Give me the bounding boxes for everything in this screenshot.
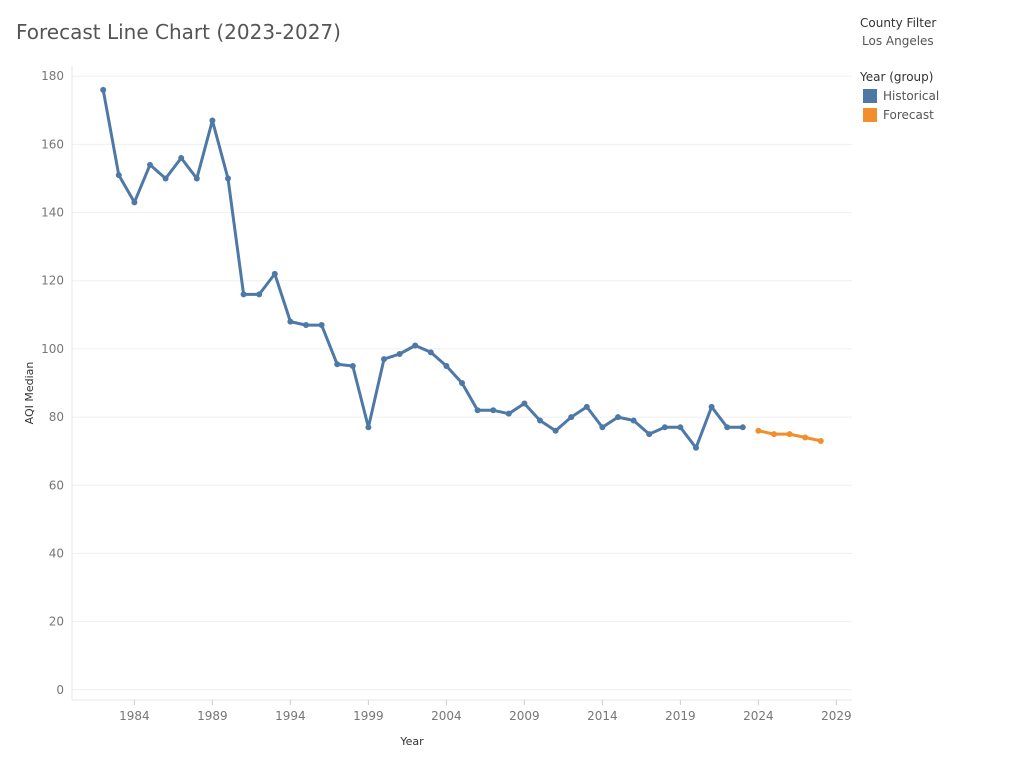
data-point-historical[interactable] (225, 175, 231, 182)
data-point-historical[interactable] (583, 403, 590, 410)
data-point-historical[interactable] (724, 424, 731, 431)
data-point-historical[interactable] (287, 318, 294, 325)
data-point-forecast[interactable] (786, 431, 793, 438)
data-point-historical[interactable] (739, 424, 746, 431)
data-point-historical[interactable] (630, 417, 637, 424)
data-point-historical[interactable] (193, 175, 200, 182)
legend-swatch-historical (863, 89, 877, 103)
data-point-historical[interactable] (677, 424, 684, 431)
data-point-historical[interactable] (552, 427, 559, 434)
x-axis-title: Year (399, 735, 424, 748)
x-tick-label: 2029 (821, 709, 852, 723)
data-point-historical[interactable] (318, 322, 325, 329)
data-point-historical[interactable] (178, 155, 185, 162)
x-tick-label: 2009 (509, 709, 540, 723)
y-tick-label: 140 (41, 206, 64, 220)
data-point-historical[interactable] (708, 403, 715, 410)
gridlines (72, 75, 852, 691)
x-tick-label: 2024 (743, 709, 774, 723)
data-point-historical[interactable] (661, 424, 668, 431)
data-point-historical[interactable] (537, 417, 543, 424)
x-tick-label: 1994 (275, 709, 306, 723)
county-filter-value[interactable]: Los Angeles (862, 34, 934, 48)
y-axis-ticks: 0 20 40 60 80 100 120 140 160 180 (41, 69, 64, 697)
y-tick-label: 180 (41, 69, 64, 83)
y-tick-label: 0 (56, 683, 64, 697)
x-tick-label: 2019 (665, 709, 696, 723)
chart-title: Forecast Line Chart (2023-2027) (16, 20, 341, 44)
x-tick-label: 2014 (587, 709, 618, 723)
data-point-historical[interactable] (100, 86, 107, 93)
data-point-forecast[interactable] (755, 427, 762, 434)
y-tick-label: 20 (49, 615, 64, 629)
legend-title: Year (group) (860, 70, 934, 84)
data-point-historical[interactable] (381, 356, 387, 363)
data-point-historical[interactable] (256, 291, 263, 298)
y-tick-label: 100 (41, 342, 64, 356)
legend-item-historical[interactable]: Historical (863, 89, 1010, 103)
x-tick-label: 1999 (353, 709, 384, 723)
x-tick-label: 1989 (197, 709, 228, 723)
series-layer (100, 86, 824, 451)
data-point-historical[interactable] (303, 322, 309, 329)
data-point-forecast[interactable] (802, 434, 809, 441)
data-point-historical[interactable] (646, 431, 653, 438)
legend-label-forecast: Forecast (883, 108, 934, 122)
side-panel: County Filter Los Angeles Year (group) H… (860, 14, 1010, 122)
data-point-historical[interactable] (240, 291, 247, 298)
data-point-historical[interactable] (209, 117, 216, 124)
data-point-historical[interactable] (115, 172, 122, 179)
data-point-historical[interactable] (474, 407, 481, 414)
data-point-historical[interactable] (349, 362, 356, 369)
data-point-historical[interactable] (693, 444, 699, 451)
y-axis-title: AQI Median (23, 362, 36, 425)
data-point-historical[interactable] (412, 342, 419, 349)
axes (71, 66, 852, 701)
data-point-historical[interactable] (505, 410, 512, 417)
data-point-historical[interactable] (131, 199, 138, 206)
data-point-forecast[interactable] (817, 437, 824, 444)
data-point-historical[interactable] (334, 361, 341, 368)
x-tick-label: 1984 (119, 709, 150, 723)
data-point-historical[interactable] (459, 380, 465, 386)
data-point-historical[interactable] (147, 161, 153, 168)
data-point-historical[interactable] (427, 349, 434, 356)
data-point-historical[interactable] (521, 400, 528, 407)
y-tick-label: 160 (41, 137, 64, 151)
data-point-historical[interactable] (615, 414, 621, 421)
legend-swatch-forecast (863, 108, 877, 122)
legend-item-forecast[interactable]: Forecast (863, 108, 1010, 122)
data-point-historical[interactable] (396, 351, 403, 358)
y-tick-label: 120 (41, 274, 64, 288)
y-tick-label: 60 (49, 478, 64, 492)
y-tick-label: 40 (49, 546, 64, 560)
y-tick-label: 80 (49, 410, 64, 424)
data-point-historical[interactable] (490, 407, 497, 414)
data-point-historical[interactable] (271, 270, 278, 277)
x-axis-ticks: 1984 1989 1994 1999 2004 2009 2014 2019 2024 2029 (119, 700, 852, 723)
data-point-historical[interactable] (162, 175, 169, 182)
data-point-forecast[interactable] (771, 431, 777, 438)
county-filter-label: County Filter (860, 16, 937, 30)
legend-label-historical: Historical (883, 89, 940, 103)
data-point-historical[interactable] (365, 424, 372, 431)
data-point-historical[interactable] (568, 414, 575, 421)
series-line-historical (101, 88, 745, 450)
data-point-historical[interactable] (443, 362, 450, 369)
x-tick-label: 2004 (431, 709, 462, 723)
data-point-historical[interactable] (599, 424, 606, 431)
